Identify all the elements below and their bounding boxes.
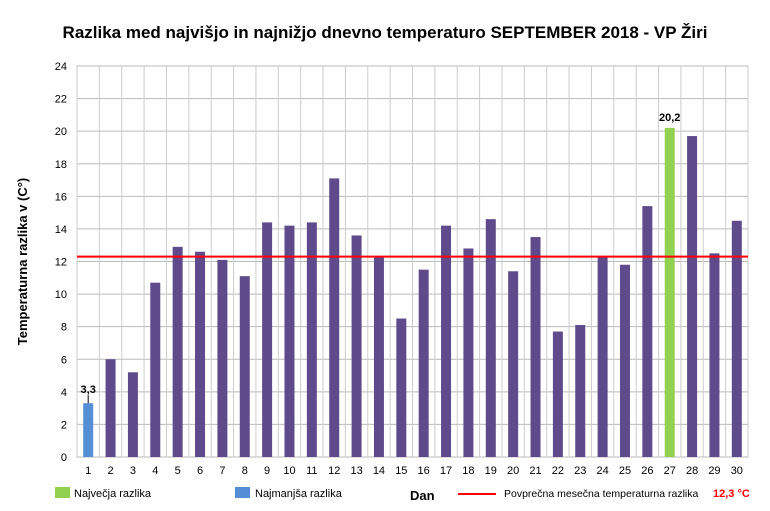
y-tick-label: 14 [55,224,67,236]
bar [306,222,317,457]
x-tick-label: 29 [708,465,720,477]
x-tick-label: 12 [328,465,340,477]
bar [127,372,138,457]
bar [172,246,183,457]
x-tick-label: 2 [107,465,113,477]
bar [351,235,362,457]
x-tick-label: 5 [175,465,181,477]
legend-label-average: Povprečna mesečna temperaturna razlika [504,488,699,500]
y-tick-label: 10 [55,289,67,301]
x-tick-label: 16 [418,465,430,477]
x-tick-label: 9 [264,465,270,477]
y-tick-label: 18 [55,159,67,171]
x-tick-label: 23 [574,465,586,477]
y-tick-label: 4 [61,387,67,399]
bar [709,253,720,457]
bar [195,251,206,457]
x-tick-label: 4 [152,465,158,477]
bar [150,282,161,457]
x-tick-label: 7 [219,465,225,477]
bar [731,220,742,457]
bar [396,318,407,457]
bar [441,225,452,457]
x-tick-label: 17 [440,465,452,477]
y-tick-label: 8 [61,322,67,334]
y-tick-label: 0 [61,452,67,464]
y-tick-label: 22 [55,94,67,106]
data-label-min: 3,3 [81,384,96,396]
bar [418,269,429,457]
chart-title: Razlika med najvišjo in najnižjo dnevno … [63,23,708,42]
legend-label-min: Najmanjša razlika [255,488,343,500]
x-tick-label: 30 [731,465,743,477]
x-axis-label: Dan [410,488,435,503]
x-tick-label: 6 [197,465,203,477]
x-tick-label: 10 [283,465,295,477]
bar [329,178,340,457]
x-tick-label: 21 [529,465,541,477]
x-tick-label: 13 [350,465,362,477]
bar [619,264,630,457]
bar [463,248,474,457]
bar [485,219,496,457]
bar [217,259,228,457]
x-tick-label: 1 [85,465,91,477]
bar [105,359,116,457]
legend-label-max: Največja razlika [74,488,152,500]
bar [530,237,541,457]
y-tick-label: 6 [61,354,67,366]
x-tick-label: 8 [242,465,248,477]
x-tick-label: 14 [373,465,385,477]
x-tick-label: 19 [485,465,497,477]
x-tick-label: 28 [686,465,698,477]
x-tick-label: 27 [664,465,676,477]
y-tick-label: 12 [55,257,67,269]
x-tick-label: 24 [596,465,608,477]
x-tick-label: 22 [552,465,564,477]
bar [83,403,94,457]
bar [597,256,608,457]
x-tick-label: 3 [130,465,136,477]
y-tick-label: 2 [61,419,67,431]
legend-average-value: 12,3 °C [713,488,750,500]
bar [262,222,273,457]
y-tick-label: 24 [55,61,67,73]
legend-swatch-max [55,487,70,498]
y-tick-label: 16 [55,191,67,203]
bar [552,331,563,457]
bar [687,136,698,457]
y-axis-label: Temperaturna razlika v (C°) [15,178,30,346]
x-tick-label: 25 [619,465,631,477]
x-tick-label: 20 [507,465,519,477]
x-tick-label: 26 [641,465,653,477]
y-tick-label: 20 [55,126,67,138]
legend-swatch-min [235,487,250,498]
bar [284,225,295,457]
bar [508,271,519,457]
bar [664,127,675,458]
data-label-max: 20,2 [659,112,680,124]
bar [239,276,250,457]
bar [642,206,653,457]
x-tick-label: 18 [462,465,474,477]
x-tick-label: 15 [395,465,407,477]
bar [575,325,586,457]
bar [373,256,384,457]
x-tick-label: 11 [306,465,317,477]
